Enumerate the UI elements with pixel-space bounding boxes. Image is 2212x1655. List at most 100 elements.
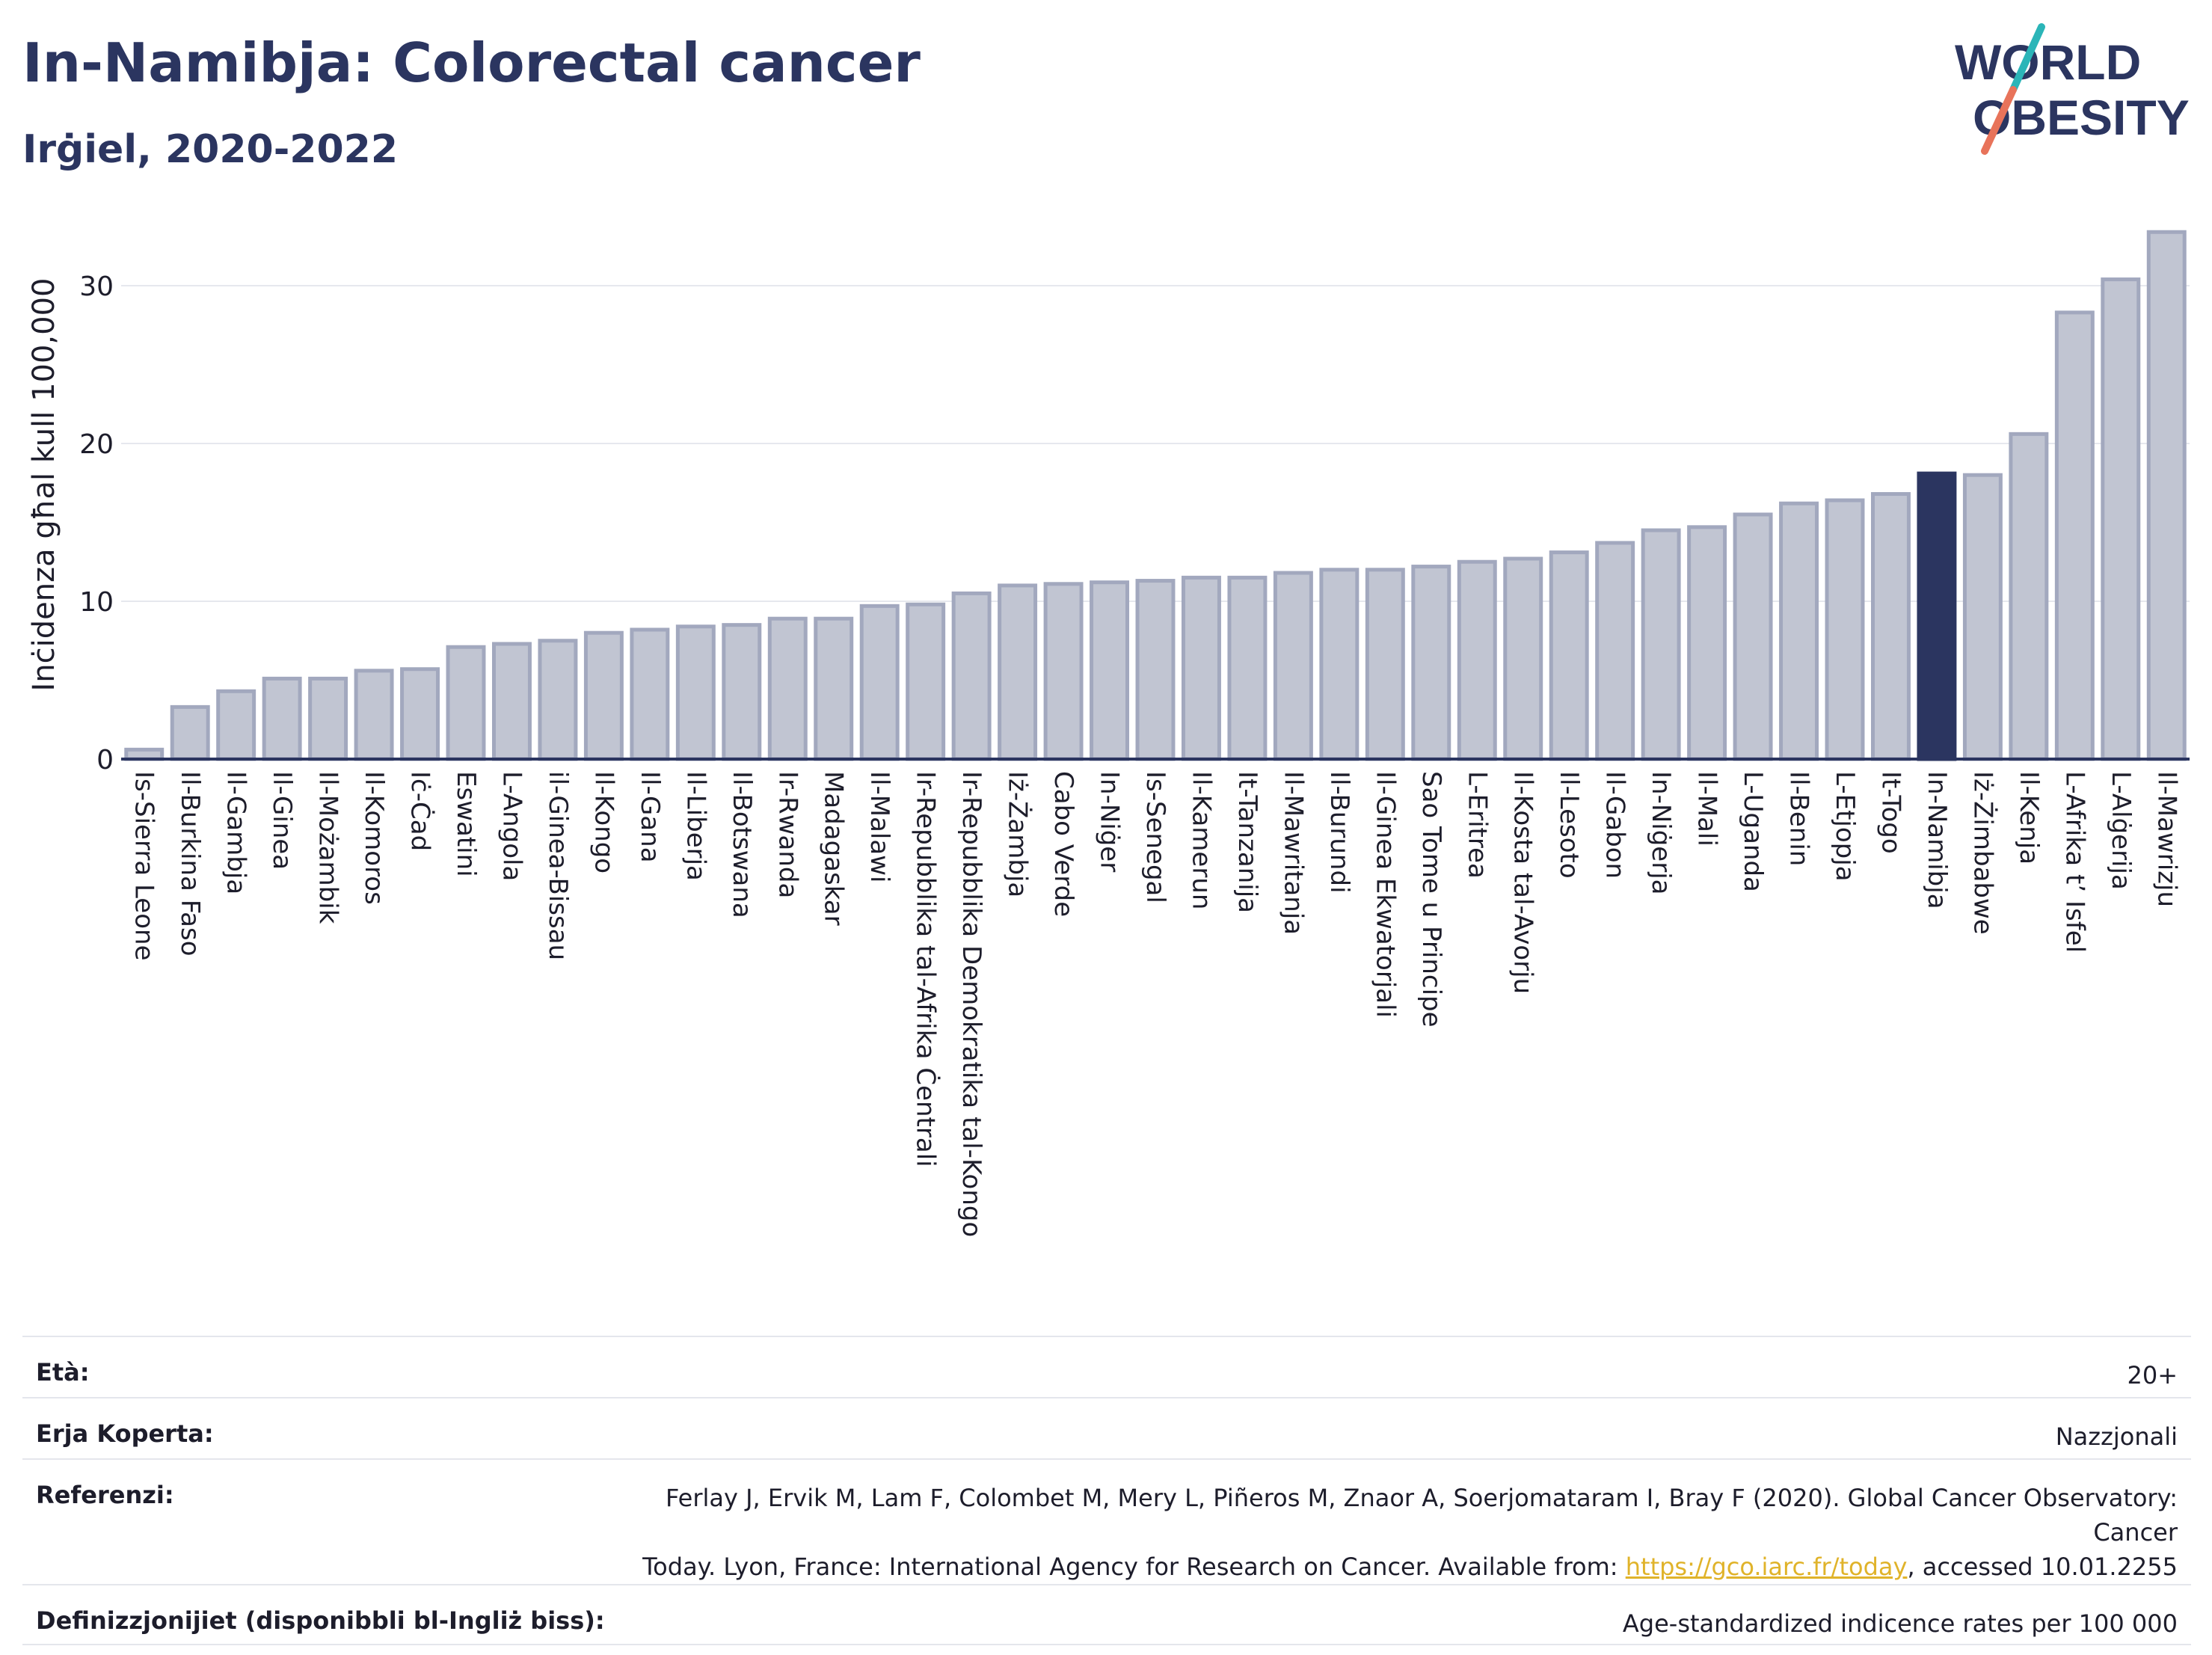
bar-10 <box>583 630 624 761</box>
x-tick-label: Il-Benin <box>1784 771 1814 866</box>
bar-chart: Is-Sierra Leone Il-Burkina Faso Il-Gambja I… <box>27 230 2190 1237</box>
x-tick-label: Iċ-Ċad <box>405 771 436 851</box>
x-tick-label: Il-Burkina Faso <box>175 771 205 957</box>
bar-43 <box>2101 277 2141 761</box>
x-tick-label: Ir-Repubblika Demokratika tal-Kongo <box>956 771 986 1237</box>
x-tick-label: Eswatini <box>451 771 481 877</box>
x-tick-label: Cabo Verde <box>1048 771 1078 917</box>
bar-16 <box>859 604 900 761</box>
area-label: Erja Koperta: <box>36 1419 214 1448</box>
bar-35 <box>1733 512 1773 761</box>
bar-4 <box>308 676 348 761</box>
x-tick-label: Il-Kamerun <box>1186 771 1216 909</box>
bar-25 <box>1273 571 1313 761</box>
x-tick-label: Il-Liberja <box>681 771 710 881</box>
x-tick-label: Il-Kongo <box>589 771 618 873</box>
bar-23 <box>1181 575 1221 761</box>
x-tick-label: L-Etjopja <box>1830 771 1860 882</box>
x-tick-label: Iż-Żambja <box>1003 771 1033 897</box>
bar-31 <box>1549 550 1589 761</box>
x-tick-label: Il-Możambik <box>313 771 343 924</box>
age-value: 20+ <box>2127 1361 2178 1390</box>
x-tick-label: L-Uganda <box>1738 771 1768 892</box>
chart-title: In-Namibja: Colorectal cancer <box>22 31 921 94</box>
bar-32 <box>1595 541 1635 761</box>
x-tick-label: It-Togo <box>1875 771 1905 854</box>
bar-20 <box>1043 582 1084 761</box>
y-axis-label: Inċidenza għal kull 100,000 <box>27 278 61 692</box>
y-tick-label: 0 <box>96 745 114 776</box>
bar-38 <box>1870 492 1911 761</box>
bar-9 <box>538 639 578 761</box>
x-tick-label: It-Tanzanija <box>1232 771 1262 913</box>
x-tick-label: Is-Sierra Leone <box>129 771 159 961</box>
x-tick-label: Il-Lesoto <box>1554 771 1584 879</box>
bar-39 <box>1917 471 1957 761</box>
y-tick-label: 20 <box>79 429 114 460</box>
x-tick-label: Ir-Repubblika tal-Afrika Ċentrali <box>911 771 941 1167</box>
x-tick-label: L-Afrika t’ Isfel <box>2059 771 2089 953</box>
x-tick-label: Il-Kosta tal-Avorju <box>1508 771 1538 994</box>
bar-11 <box>630 627 670 761</box>
references-value: Ferlay J, Ervik M, Lam F, Colombet M, Me… <box>605 1459 2191 1585</box>
bar-5 <box>354 669 394 761</box>
y-tick-label: 30 <box>79 271 114 302</box>
bar-30 <box>1503 556 1543 761</box>
x-tick-label: Iż-Żimbabwe <box>1967 771 1997 935</box>
reference-link[interactable]: https://gco.iarc.fr/today <box>1625 1553 1908 1581</box>
bar-18 <box>951 591 992 761</box>
x-tick-label: Il-Gambja <box>221 771 251 894</box>
area-value: Nazzjonali <box>2055 1422 2178 1451</box>
reference-accessed: , accessed 10.01.2255 <box>1907 1553 2178 1581</box>
x-tick-label: il-Ginea-Bissau <box>543 771 573 960</box>
x-tick-label: In-Namibja <box>1922 771 1952 909</box>
bar-8 <box>491 642 532 761</box>
chart-subtitle: Irġiel, 2020-2022 <box>22 127 399 172</box>
metadata-table: Età: 20+ Erja Koperta: Nazzjonali Refere… <box>22 1336 2191 1645</box>
bar-29 <box>1457 559 1497 761</box>
bar-2 <box>216 689 256 761</box>
bar-36 <box>1779 501 1819 761</box>
bar-33 <box>1641 528 1681 761</box>
x-tick-label: Il-Botswana <box>727 771 757 918</box>
bar-27 <box>1365 568 1405 761</box>
x-tick-label: L-Eritrea <box>1462 771 1492 879</box>
x-tick-label: L-Angola <box>497 771 526 881</box>
y-tick-label: 10 <box>79 587 114 618</box>
bar-41 <box>2009 432 2049 761</box>
x-tick-label: Il-Ginea Ekwatorjali <box>1370 771 1400 1018</box>
x-tick-label: L-Alġerija <box>2106 771 2136 890</box>
x-tick-label: Il-Malawi <box>864 771 894 882</box>
x-tick-label: Madagaskar <box>819 771 849 926</box>
x-tick-label: Il-Komoros <box>359 771 389 905</box>
x-tick-label: Il-Kenja <box>2014 771 2044 865</box>
x-tick-label: Il-Mali <box>1692 771 1722 847</box>
meta-row-references: Referenzi: Ferlay J, Ervik M, Lam F, Col… <box>22 1459 2191 1585</box>
bars <box>124 230 2187 761</box>
bar-40 <box>1962 473 2003 761</box>
logo-slash-bottom <box>1981 86 2017 155</box>
reference-line1: Ferlay J, Ervik M, Lam F, Colombet M, Me… <box>666 1484 2178 1547</box>
age-label: Età: <box>36 1358 90 1387</box>
bar-26 <box>1319 568 1360 761</box>
bar-19 <box>998 583 1038 761</box>
bar-12 <box>675 624 716 761</box>
bar-6 <box>400 667 440 761</box>
x-tick-label: Il-Gana <box>635 771 665 863</box>
x-tick-label: In-Niġerja <box>1646 771 1676 894</box>
bar-1 <box>170 704 210 761</box>
meta-row-age: Età: 20+ <box>22 1336 2191 1398</box>
bar-28 <box>1411 565 1451 761</box>
x-tick-label: Il-Mawritanja <box>1278 771 1308 935</box>
bar-7 <box>446 645 486 761</box>
x-tick-label: Is-Senegal <box>1140 771 1170 903</box>
bar-13 <box>722 623 762 761</box>
bar-37 <box>1825 498 1865 761</box>
x-tick-label: In-Niġer <box>1095 771 1125 872</box>
meta-row-definitions: Definizzjonijiet (disponibbli bl-Ingliż … <box>22 1585 2191 1645</box>
references-label: Referenzi: <box>36 1481 174 1509</box>
meta-row-area: Erja Koperta: Nazzjonali <box>22 1398 2191 1459</box>
x-tick-label: Sao Tome u Principe <box>1416 771 1446 1028</box>
definitions-label: Definizzjonijiet (disponibbli bl-Ingliż … <box>36 1606 605 1635</box>
bar-3 <box>262 676 302 761</box>
